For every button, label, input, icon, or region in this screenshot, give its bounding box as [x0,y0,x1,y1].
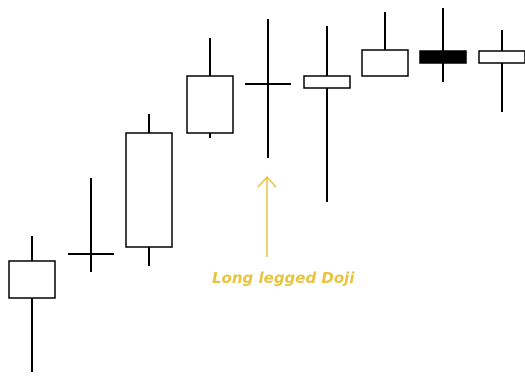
candle-6-body [303,75,351,89]
candle-1 [8,236,56,372]
candle-7-body [361,49,409,77]
candle-6 [303,26,351,202]
annotation-arrow [257,175,277,257]
candle-2 [68,178,114,272]
candle-8-body [419,50,467,64]
candle-3-body [125,132,173,248]
candle-1-body [8,260,56,299]
candle-4-body [186,75,234,134]
candle-7 [361,12,409,77]
candle-4 [186,38,234,138]
long-legged-doji-label: Long legged Doji [212,269,355,287]
candle-9 [478,30,525,112]
candles-group [8,8,525,372]
candle-3 [125,114,173,266]
candle-9-body [478,50,525,64]
candle-8 [419,8,467,82]
candle-5 [245,19,291,158]
